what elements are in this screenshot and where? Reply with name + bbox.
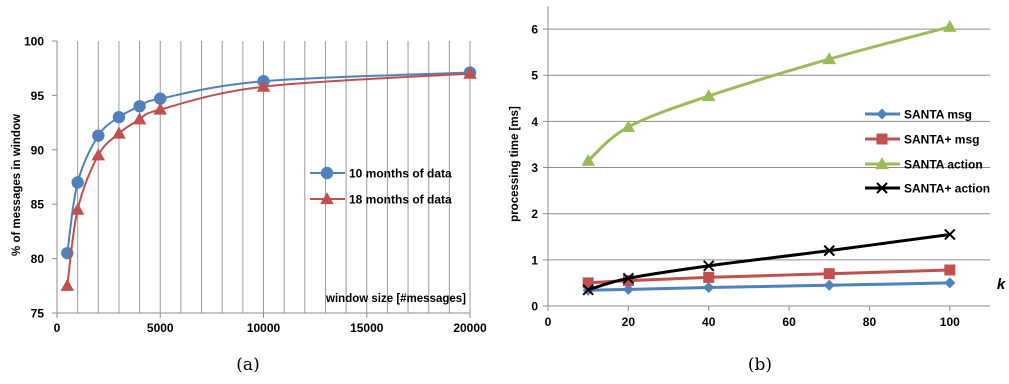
chart-b-data-point [823,279,835,291]
chart-b-legend-label: SANTA+ msg [904,133,979,147]
chart-a: 0 5000 10000 15000 20000 75 80 85 90 95 100 % of … [11,35,487,376]
chart-a-data-point [153,102,168,115]
chart-b-data-point [703,271,715,283]
chart-a-data-point [70,202,85,215]
chart-b-grid [548,28,990,261]
chart-b-data-point [582,277,594,289]
chart-b-series-line [587,25,951,162]
chart-a-x-ticks: 0 5000 10000 15000 20000 [54,313,487,335]
chart-b-series-line [588,281,950,292]
chart-a-y-tick-label: 90 [31,143,45,157]
chart-b-data-point [822,52,837,65]
chart-a-y-ticks: 75 80 85 90 95 100 [24,35,57,321]
chart-a-y-tick-label: 80 [31,252,45,266]
chart-b-legend-marker [876,182,888,194]
chart-b-legend-marker [875,157,889,170]
chart-b-legend-label: SANTA action [904,158,983,172]
chart-b-data-point [622,275,634,287]
chart-b-data-point [944,277,956,289]
chart-b-x-tick-label: 60 [782,315,796,329]
chart-b-caption: (b) [748,355,772,375]
chart-b-data-point [944,264,956,276]
chart-b-y-tick-label: 0 [531,300,538,314]
chart-a-data-point [256,79,271,92]
chart-a-legend-marker [320,166,334,180]
chart-b-y-tick-label: 3 [531,161,538,175]
chart-a-x-tick-label: 0 [54,321,61,335]
chart-a-data-point [92,129,105,142]
chart-b-data-point [944,228,956,241]
chart-b-legend-marker [876,133,888,145]
chart-a-data-point [112,110,126,124]
chart-b: 0 20 40 60 80 100 0 1 2 3 4 5 6 processing time [ms… [509,6,1006,375]
chart-b-x-tick-label: 100 [940,315,960,329]
chart-b-y-ticks: 0 1 2 3 4 5 6 [531,23,548,314]
chart-b-data-point [703,282,715,294]
chart-b-data-point [622,283,634,295]
chart-a-legend-label: 10 months of data [349,167,452,181]
chart-b-data-point [823,244,835,257]
chart-b-y-axis-label: processing time [ms] [509,106,521,222]
chart-b-legend-marker [876,108,888,120]
chart-b-data-point [701,89,716,102]
chart-a-caption: (a) [236,355,259,375]
chart-b-x-tick-label: 80 [863,315,877,329]
chart-a-data-point [60,279,75,291]
chart-b-series [581,19,957,296]
chart-b-data-point [703,260,715,272]
chart-a-legend-label: 18 months of data [349,193,452,207]
chart-a-data-point [154,92,167,105]
chart-a-data-point [71,176,84,189]
chart-a-y-tick-label: 75 [31,307,45,321]
chart-b-y-tick-label: 6 [531,23,538,37]
chart-b-y-tick-label: 2 [531,207,538,221]
chart-b-data-point [582,284,594,296]
chart-b-legend-label: SANTA msg [904,108,972,122]
chart-a-x-axis-label: window size [#messages] [325,293,466,305]
chart-b-data-point [581,153,595,166]
chart-b-x-tick-label: 20 [622,315,636,329]
chart-b-y-tick-label: 4 [531,115,538,129]
chart-a-y-axis-label: % of messages in window [11,114,23,256]
chart-a-data-point [133,100,146,113]
chart-b-x-tick-label: 40 [702,315,716,329]
chart-a-x-tick-label: 20000 [453,321,487,335]
chart-a-y-tick-label: 95 [31,89,45,103]
chart-a-legend-marker [320,192,334,205]
chart-a-legend: 10 months of data 18 months of data [310,167,452,207]
chart-a-data-point [91,148,106,161]
chart-a-series-line [66,71,471,254]
chart-a-data-point [112,126,126,139]
chart-a-x-tick-label: 5000 [147,321,174,335]
chart-a-data-point [132,112,147,125]
chart-b-x-axis-label: k [997,276,1006,293]
chart-b-y-tick-label: 5 [531,69,538,83]
chart-b-data-point [943,19,957,32]
chart-b-legend: SANTA msg SANTA+ msg SANTA action SANTA+ ac… [865,108,990,196]
chart-b-y-tick-label: 1 [531,253,538,267]
chart-b-x-ticks: 0 20 40 60 80 100 [545,306,960,329]
chart-b-legend-label: SANTA+ action [904,182,990,196]
chart-a-x-tick-label: 10000 [247,321,281,335]
chart-a-y-tick-label: 85 [31,198,45,212]
chart-a-data-point [463,66,477,79]
chart-b-data-point [621,120,636,133]
chart-b-data-point [823,268,835,280]
chart-a-x-tick-label: 15000 [350,321,384,335]
chart-a-series [60,66,477,291]
chart-b-series-line [587,232,951,292]
chart-b-x-tick-label: 0 [545,315,552,329]
chart-b-data-point [622,272,635,285]
chart-a-y-tick-label: 100 [24,35,44,49]
